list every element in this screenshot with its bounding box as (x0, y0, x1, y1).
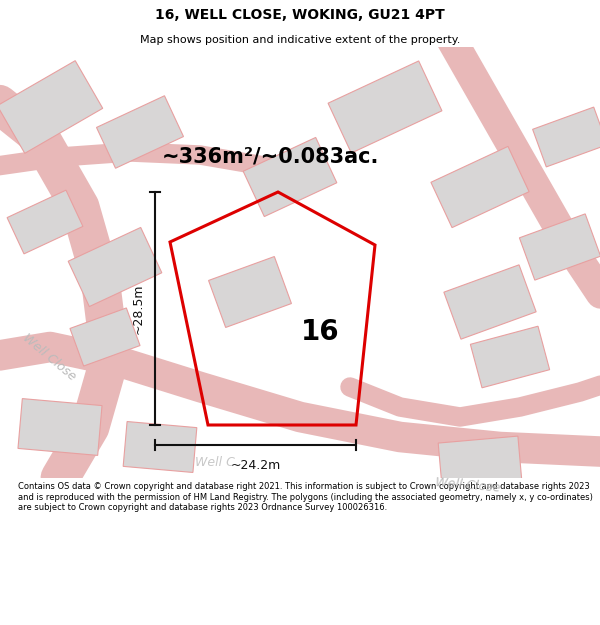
Text: ~336m²/~0.083ac.: ~336m²/~0.083ac. (161, 147, 379, 167)
Text: Well Close: Well Close (435, 476, 501, 494)
Polygon shape (533, 107, 600, 167)
Text: Contains OS data © Crown copyright and database right 2021. This information is : Contains OS data © Crown copyright and d… (18, 482, 593, 512)
Polygon shape (328, 61, 442, 153)
Polygon shape (520, 214, 600, 280)
Text: Map shows position and indicative extent of the property.: Map shows position and indicative extent… (140, 35, 460, 45)
Polygon shape (209, 256, 292, 328)
Polygon shape (0, 61, 103, 153)
Text: Well C: Well C (195, 456, 235, 469)
Text: ~24.2m: ~24.2m (230, 459, 281, 472)
Text: ~28.5m: ~28.5m (132, 283, 145, 334)
Polygon shape (243, 138, 337, 216)
Polygon shape (18, 399, 102, 456)
Text: 16, WELL CLOSE, WOKING, GU21 4PT: 16, WELL CLOSE, WOKING, GU21 4PT (155, 9, 445, 22)
Text: 16: 16 (301, 318, 340, 346)
Polygon shape (470, 326, 550, 388)
Polygon shape (7, 190, 83, 254)
Text: Well Close: Well Close (20, 331, 79, 383)
Polygon shape (431, 146, 529, 228)
Polygon shape (444, 265, 536, 339)
Polygon shape (68, 228, 162, 306)
Polygon shape (123, 421, 197, 472)
Polygon shape (438, 436, 522, 488)
Polygon shape (70, 308, 140, 366)
Polygon shape (97, 96, 184, 168)
